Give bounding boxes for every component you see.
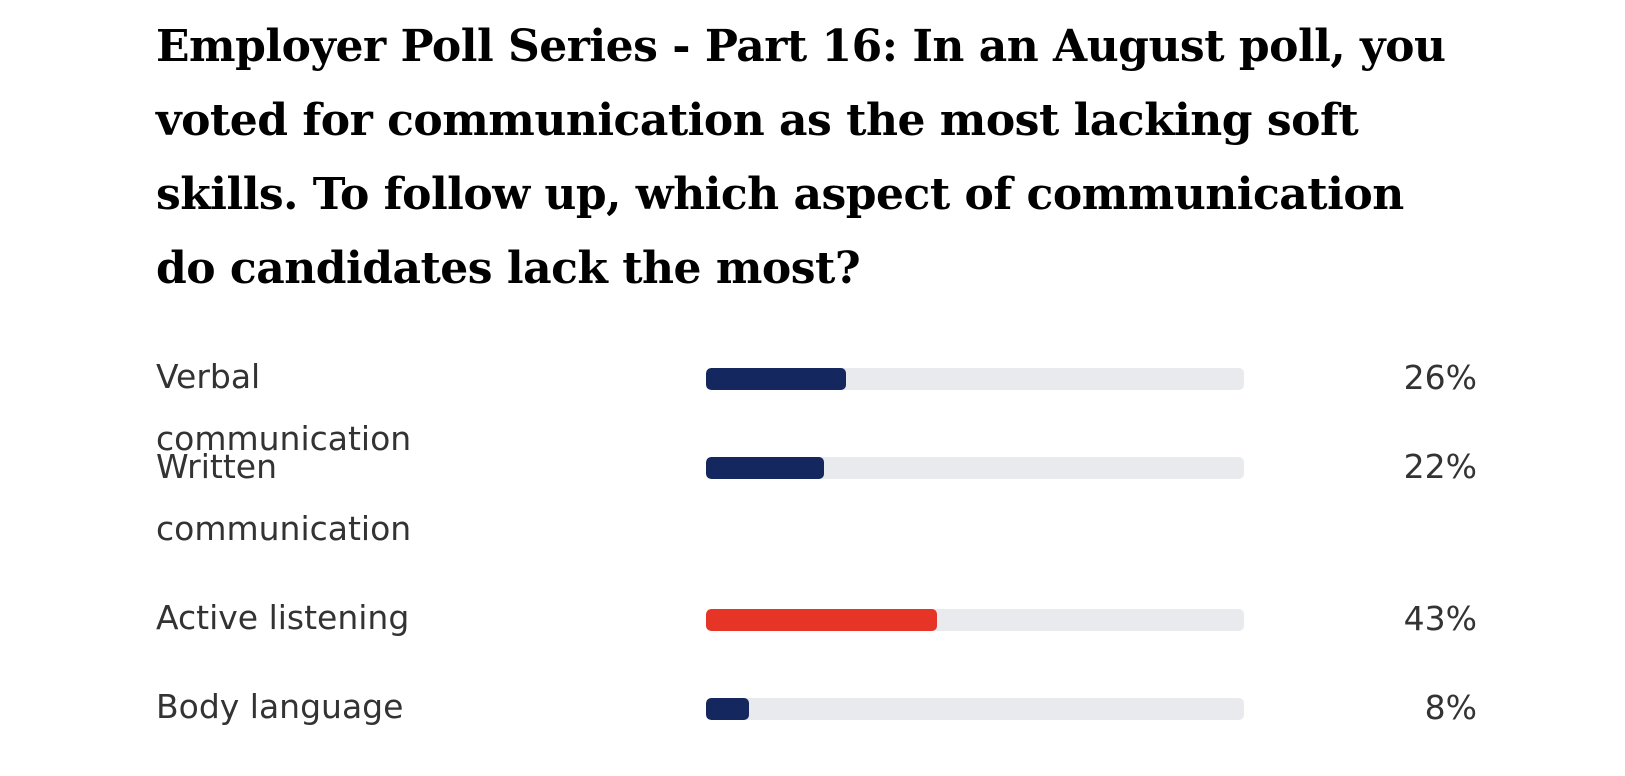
option-label-verbal: Verbal communication bbox=[156, 357, 412, 458]
bar-track-active-listening bbox=[706, 609, 1244, 631]
percent-body-language: 8% bbox=[1424, 688, 1477, 727]
bar-body-language bbox=[706, 698, 749, 720]
bar-verbal bbox=[706, 368, 846, 390]
bar-track-body-language bbox=[706, 698, 1244, 720]
bar-active-listening bbox=[706, 609, 937, 631]
option-label-body-language: Body language bbox=[156, 687, 404, 726]
percent-active-listening: 43% bbox=[1403, 599, 1477, 638]
bar-written bbox=[706, 457, 824, 479]
option-label-active-listening: Active listening bbox=[156, 598, 410, 637]
bar-track-verbal bbox=[706, 368, 1244, 390]
bar-track-written bbox=[706, 457, 1244, 479]
percent-written: 22% bbox=[1403, 447, 1477, 486]
percent-verbal: 26% bbox=[1403, 358, 1477, 397]
option-label-written: Written communication bbox=[156, 447, 412, 548]
poll-title: Employer Poll Series - Part 16: In an Au… bbox=[156, 21, 1446, 294]
